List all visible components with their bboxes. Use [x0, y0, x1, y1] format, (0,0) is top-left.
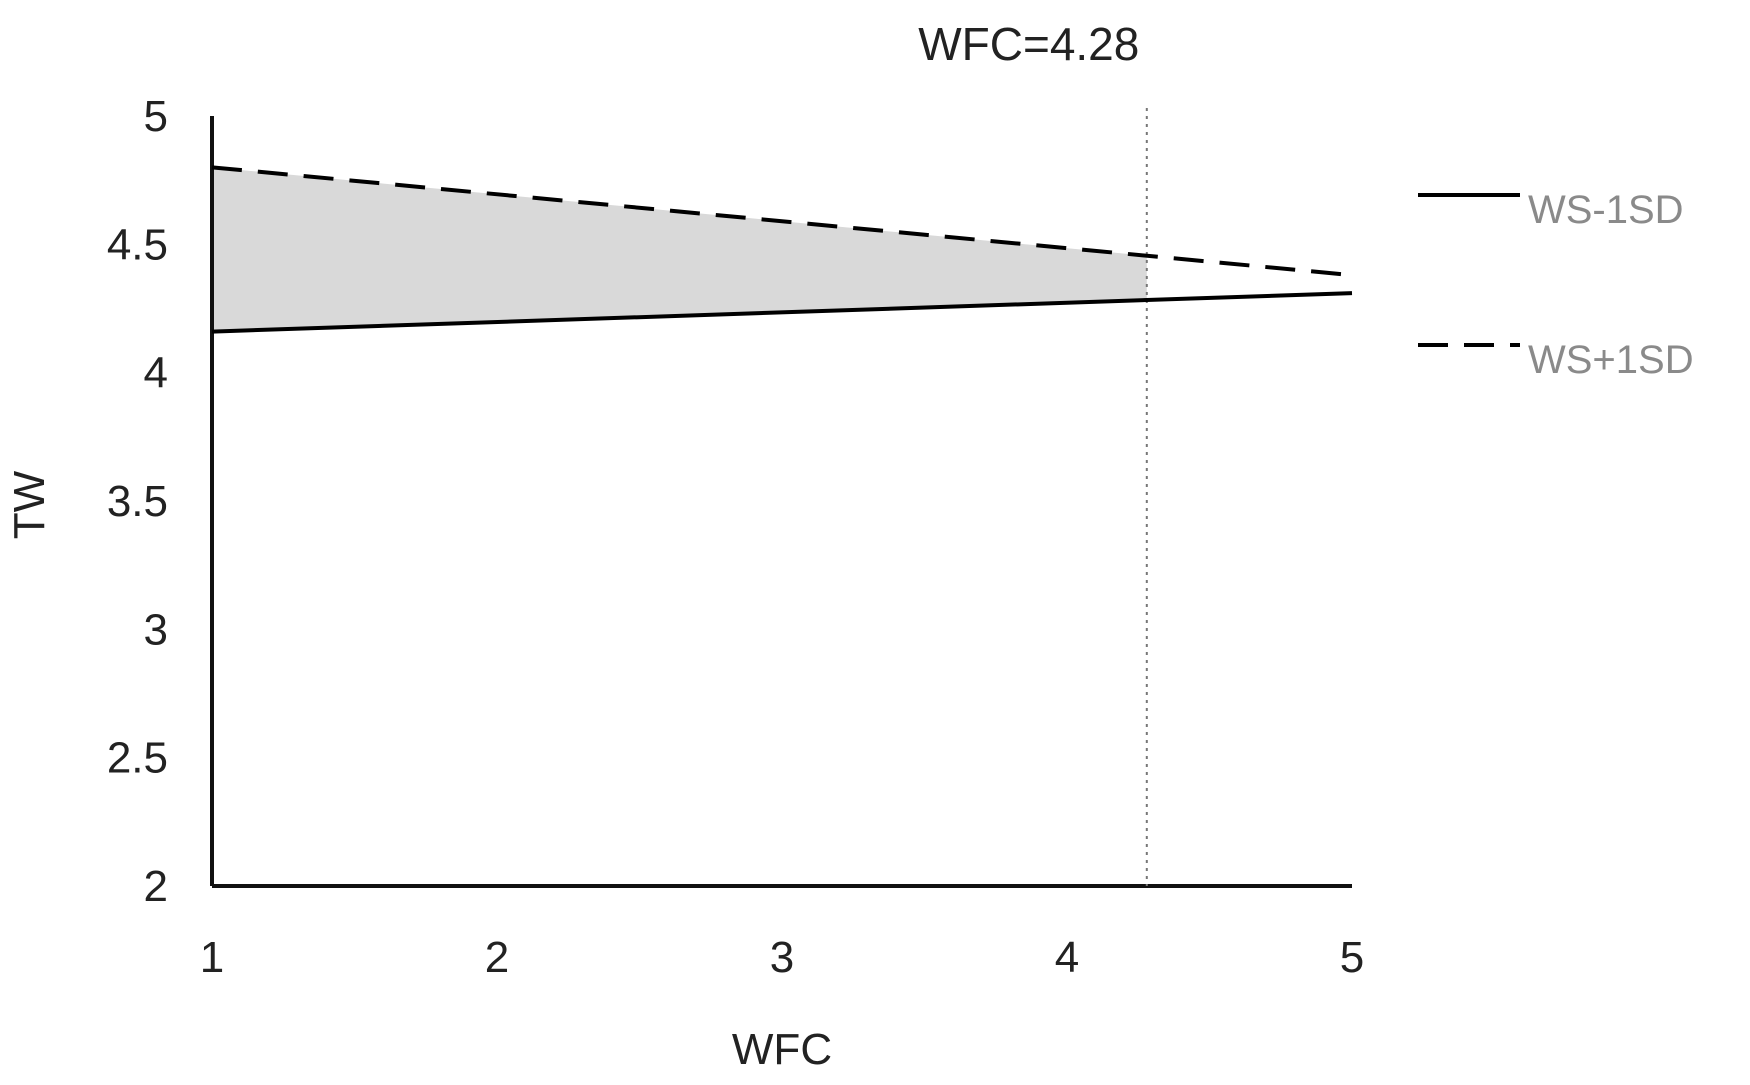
series-line-1 [211, 291, 1353, 334]
x-axis-title: WFC [732, 1025, 832, 1074]
y-tick-label: 3.5 [107, 477, 168, 526]
x-tick-label: 4 [1055, 933, 1079, 982]
y-tick-label: 4 [144, 349, 168, 398]
y-tick-label: 2 [144, 862, 168, 911]
x-tick-label: 2 [485, 933, 509, 982]
y-tick-label: 2.5 [107, 734, 168, 783]
y-tick-label: 3 [144, 605, 168, 654]
legend-label-1: WS-1SD [1528, 188, 1684, 232]
series-line-2 [211, 165, 1353, 278]
threshold-annotation: WFC=4.28 [918, 18, 1139, 70]
y-axis-title: TW [5, 470, 54, 539]
legend-label-2: WS+1SD [1528, 338, 1694, 382]
x-tick-label: 3 [770, 933, 794, 982]
y-tick-label: 4.5 [107, 220, 168, 269]
series-layer [211, 165, 1353, 334]
legend: WS-1SD WS+1SD [1418, 188, 1694, 382]
shaded-region [212, 167, 1147, 332]
tick-labels: 1 2 3 4 522.533.544.55 [107, 92, 1364, 982]
x-tick-label: 1 [200, 933, 224, 982]
y-tick-label: 5 [144, 92, 168, 141]
x-tick-label: 5 [1340, 933, 1364, 982]
